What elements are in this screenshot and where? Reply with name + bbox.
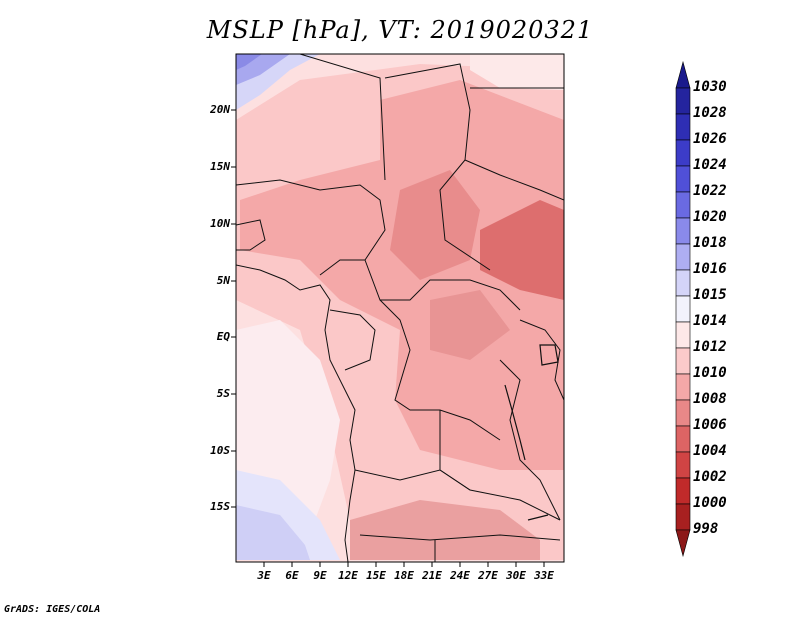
colorbar-label-1015: 1015 <box>693 287 727 303</box>
colorbar-cell-9 <box>675 295 691 323</box>
lakes <box>504 344 559 521</box>
colorbar-cell-7 <box>675 243 691 271</box>
lat-label-5s: 5S <box>216 387 230 400</box>
colorbar-cell-10 <box>675 321 691 349</box>
colorbar-label-1020: 1020 <box>693 209 727 225</box>
colorbar-cell-14 <box>675 425 691 453</box>
colorbar-label-1012: 1012 <box>693 339 727 355</box>
lon-label-27e: 27E <box>478 569 498 582</box>
lon-label-21e: 21E <box>422 569 442 582</box>
lon-label-9e: 9E <box>313 569 327 582</box>
colorbar-label-1026: 1026 <box>693 131 727 147</box>
map-title: MSLP [hPa], VT: 2019020321 <box>206 16 594 44</box>
colorbar-label-998: 998 <box>693 521 719 537</box>
colorbar-cell-0 <box>675 60 691 89</box>
lat-label-15n: 15N <box>210 160 230 173</box>
colorbar-cell-16 <box>675 477 691 505</box>
colorbar <box>675 60 691 558</box>
lat-label-10n: 10N <box>210 217 230 230</box>
lon-label-33e: 33E <box>534 569 554 582</box>
colorbar-cell-17 <box>675 503 691 531</box>
colorbar-cell-6 <box>675 217 691 245</box>
colorbar-cell-12 <box>675 373 691 401</box>
lon-label-18e: 18E <box>394 569 414 582</box>
colorbar-cell-3 <box>675 139 691 167</box>
lat-label-10s: 10S <box>210 444 230 457</box>
colorbar-label-1004: 1004 <box>693 443 727 459</box>
country-borders <box>236 54 564 562</box>
colorbar-label-1006: 1006 <box>693 417 727 433</box>
lon-label-30e: 30E <box>506 569 526 582</box>
lon-label-3e: 3E <box>257 569 271 582</box>
colorbar-cell-5 <box>675 191 691 219</box>
colorbar-label-1010: 1010 <box>693 365 727 381</box>
lat-label-5n: 5N <box>216 274 230 287</box>
lat-label-15s: 15S <box>210 500 230 513</box>
colorbar-label-1024: 1024 <box>693 157 727 173</box>
lat-label-eq: EQ <box>216 330 230 343</box>
colorbar-label-1022: 1022 <box>693 183 727 199</box>
colorbar-cell-8 <box>675 269 691 297</box>
colorbar-label-1016: 1016 <box>693 261 727 277</box>
colorbar-label-1000: 1000 <box>693 495 727 511</box>
colorbar-cell-2 <box>675 113 691 141</box>
lon-label-24e: 24E <box>450 569 470 582</box>
pressure-field <box>236 54 564 562</box>
colorbar-label-1018: 1018 <box>693 235 727 251</box>
lon-label-12e: 12E <box>338 569 358 582</box>
lon-label-6e: 6E <box>285 569 299 582</box>
colorbar-cell-18 <box>675 529 691 558</box>
lat-ticks <box>231 109 236 508</box>
colorbar-cell-11 <box>675 347 691 375</box>
lon-ticks <box>263 562 545 567</box>
lon-label-15e: 15E <box>366 569 386 582</box>
map-frame <box>235 53 565 563</box>
colorbar-cell-1 <box>675 87 691 115</box>
colorbar-label-1002: 1002 <box>693 469 727 485</box>
colorbar-label-1028: 1028 <box>693 105 727 121</box>
colorbar-cell-13 <box>675 399 691 427</box>
colorbar-label-1008: 1008 <box>693 391 727 407</box>
colorbar-label-1030: 1030 <box>693 79 727 95</box>
lat-label-20n: 20N <box>210 103 230 116</box>
colorbar-label-1014: 1014 <box>693 313 727 329</box>
grads-credit: GrADS: IGES/COLA <box>4 604 101 615</box>
colorbar-cell-4 <box>675 165 691 193</box>
colorbar-cell-15 <box>675 451 691 479</box>
